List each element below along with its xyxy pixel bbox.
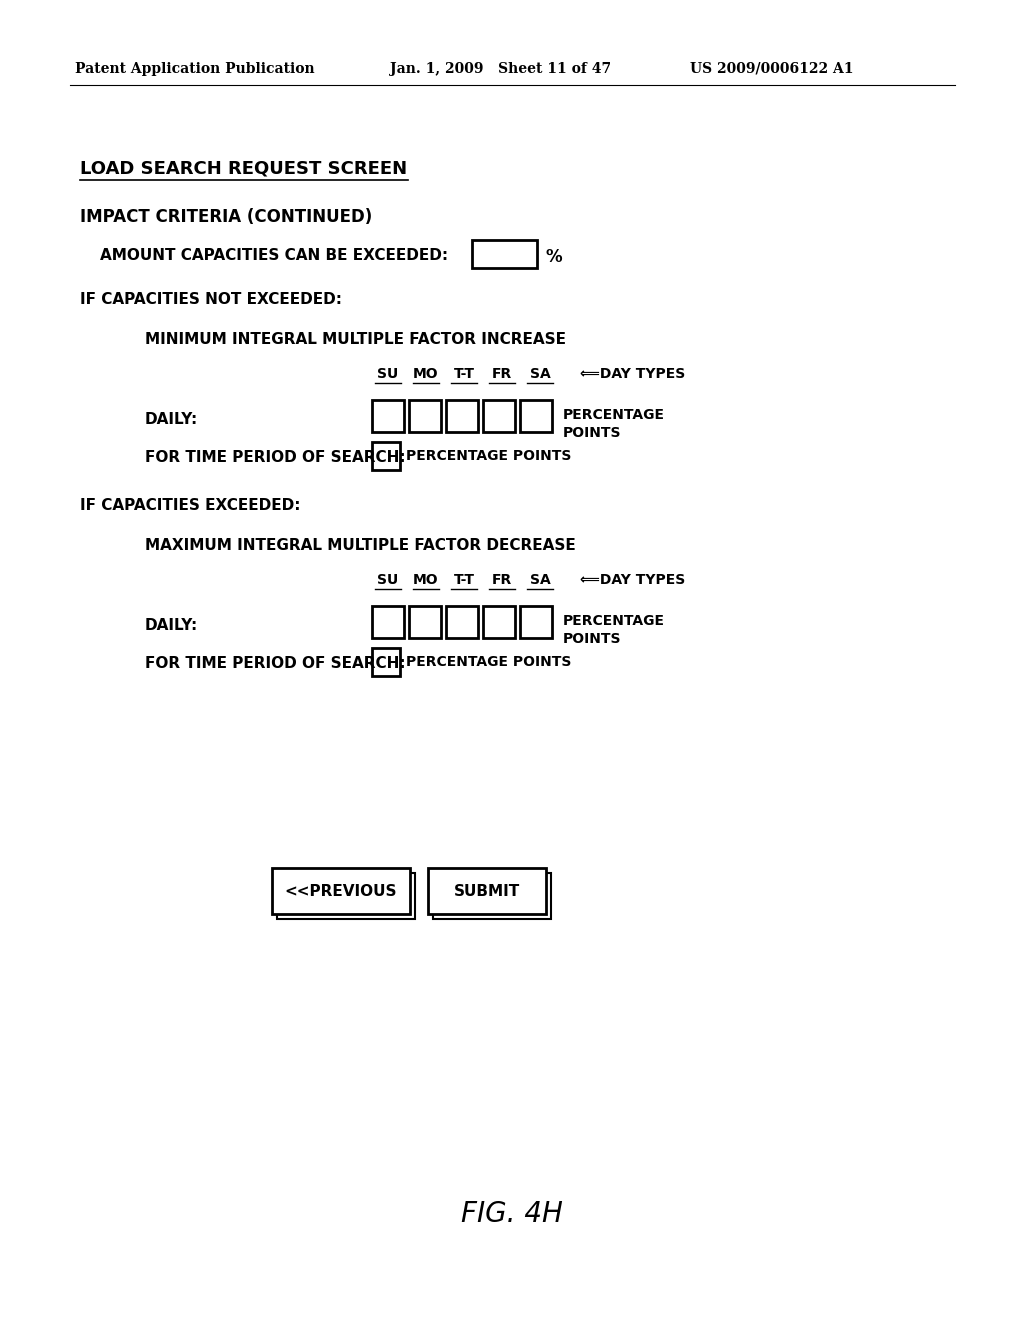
Text: %: % (545, 248, 561, 267)
Bar (446, 606, 478, 638)
Text: FIG. 4H: FIG. 4H (461, 1200, 563, 1228)
Text: SA: SA (529, 367, 550, 381)
Text: SUBMIT: SUBMIT (454, 883, 520, 899)
Bar (272, 869, 410, 913)
Text: Patent Application Publication: Patent Application Publication (75, 62, 314, 77)
Bar (483, 606, 515, 638)
Text: IMPACT CRITERIA (CONTINUED): IMPACT CRITERIA (CONTINUED) (80, 209, 373, 226)
Bar (372, 400, 404, 432)
Text: PERCENTAGE POINTS: PERCENTAGE POINTS (406, 655, 571, 669)
Text: PERCENTAGE POINTS: PERCENTAGE POINTS (406, 449, 571, 463)
Text: Jan. 1, 2009   Sheet 11 of 47: Jan. 1, 2009 Sheet 11 of 47 (390, 62, 611, 77)
Text: ⟸DAY TYPES: ⟸DAY TYPES (580, 573, 685, 587)
Text: PERCENTAGE
POINTS: PERCENTAGE POINTS (563, 408, 665, 441)
Text: IF CAPACITIES NOT EXCEEDED:: IF CAPACITIES NOT EXCEEDED: (80, 292, 342, 308)
Text: DAILY:: DAILY: (145, 618, 199, 634)
Text: <<PREVIOUS: <<PREVIOUS (285, 883, 397, 899)
Text: T-T: T-T (454, 573, 474, 587)
Bar (372, 606, 404, 638)
Bar (472, 240, 537, 268)
Bar (372, 442, 400, 470)
Bar (372, 648, 400, 676)
Text: SU: SU (378, 573, 398, 587)
Text: FOR TIME PERIOD OF SEARCH:: FOR TIME PERIOD OF SEARCH: (145, 656, 406, 671)
Text: ⟸DAY TYPES: ⟸DAY TYPES (580, 367, 685, 381)
Bar (433, 873, 551, 919)
Text: MINIMUM INTEGRAL MULTIPLE FACTOR INCREASE: MINIMUM INTEGRAL MULTIPLE FACTOR INCREAS… (145, 333, 566, 347)
Bar (446, 400, 478, 432)
Text: SA: SA (529, 573, 550, 587)
Bar (428, 869, 546, 913)
Text: LOAD SEARCH REQUEST SCREEN: LOAD SEARCH REQUEST SCREEN (80, 160, 408, 178)
Text: PERCENTAGE
POINTS: PERCENTAGE POINTS (563, 614, 665, 647)
Text: US 2009/0006122 A1: US 2009/0006122 A1 (690, 62, 853, 77)
Bar (409, 606, 441, 638)
Bar (483, 400, 515, 432)
Text: AMOUNT CAPACITIES CAN BE EXCEEDED:: AMOUNT CAPACITIES CAN BE EXCEEDED: (100, 248, 449, 263)
Text: MO: MO (414, 573, 439, 587)
Text: IF CAPACITIES EXCEEDED:: IF CAPACITIES EXCEEDED: (80, 498, 300, 513)
Bar (278, 873, 415, 919)
Bar (520, 606, 552, 638)
Text: T-T: T-T (454, 367, 474, 381)
Bar (520, 400, 552, 432)
Text: MO: MO (414, 367, 439, 381)
Text: FR: FR (492, 367, 512, 381)
Text: DAILY:: DAILY: (145, 412, 199, 426)
Text: SU: SU (378, 367, 398, 381)
Bar (409, 400, 441, 432)
Text: FOR TIME PERIOD OF SEARCH:: FOR TIME PERIOD OF SEARCH: (145, 450, 406, 465)
Text: FR: FR (492, 573, 512, 587)
Text: MAXIMUM INTEGRAL MULTIPLE FACTOR DECREASE: MAXIMUM INTEGRAL MULTIPLE FACTOR DECREAS… (145, 539, 575, 553)
